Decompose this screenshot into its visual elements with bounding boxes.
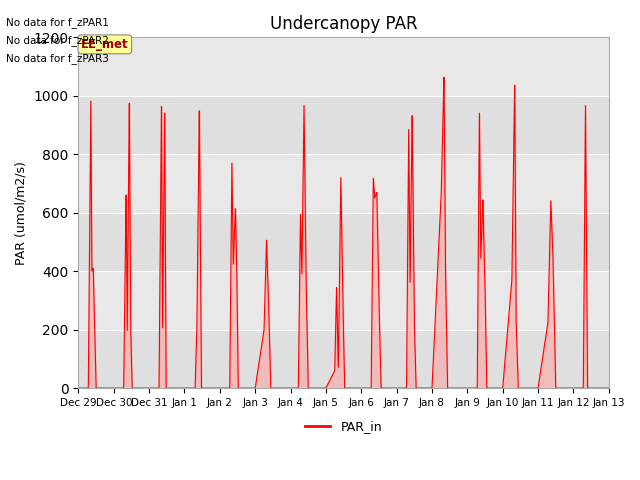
Text: No data for f_zPAR2: No data for f_zPAR2	[6, 35, 109, 46]
Text: EE_met: EE_met	[81, 38, 129, 51]
Bar	[79, 96, 609, 154]
Bar	[79, 213, 609, 271]
Legend: PAR_in: PAR_in	[300, 415, 387, 438]
Text: No data for f_zPAR1: No data for f_zPAR1	[6, 17, 109, 28]
Text: No data for f_zPAR3: No data for f_zPAR3	[6, 53, 109, 64]
Bar	[79, 37, 609, 96]
Title: Undercanopy PAR: Undercanopy PAR	[270, 15, 417, 33]
Y-axis label: PAR (umol/m2/s): PAR (umol/m2/s)	[15, 161, 28, 264]
Bar	[79, 0, 609, 37]
Bar	[79, 330, 609, 388]
Bar	[79, 154, 609, 213]
Bar	[79, 271, 609, 330]
